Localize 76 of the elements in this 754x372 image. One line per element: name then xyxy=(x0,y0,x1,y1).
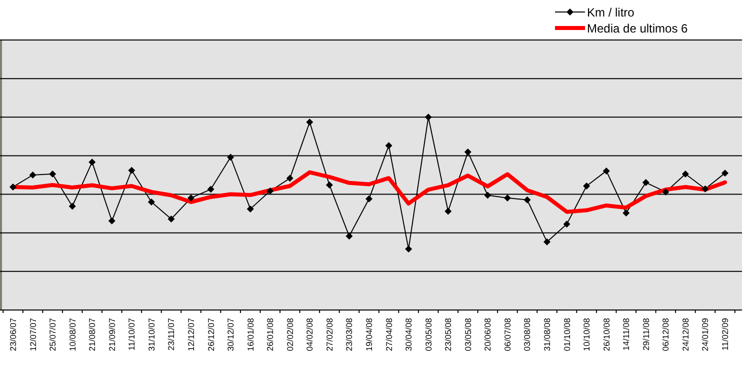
x-tick-label: 16/01/08 xyxy=(245,318,256,352)
x-tick-label: 26/10/08 xyxy=(601,318,612,352)
point xyxy=(68,202,76,210)
point xyxy=(622,209,630,216)
x-tick-label: 01/10/08 xyxy=(562,318,572,352)
x-tick-label: 03/05/08 xyxy=(423,318,434,352)
x-tick-label: 27/02/08 xyxy=(324,318,334,352)
legend-label: Media de ultimos 6 xyxy=(587,22,688,36)
x-tick-label: 02/02/08 xyxy=(284,318,295,352)
point xyxy=(306,118,314,126)
point xyxy=(504,194,511,202)
point xyxy=(148,198,155,206)
point xyxy=(207,186,214,193)
point xyxy=(366,195,372,202)
x-tick-label: 25/07/07 xyxy=(48,318,58,352)
x-tick-label: 06/12/08 xyxy=(660,318,671,352)
x-tick-label: 04/02/08 xyxy=(304,318,315,352)
point xyxy=(444,208,452,215)
point xyxy=(405,246,412,253)
point xyxy=(662,188,670,196)
x-tick-label: 21/09/07 xyxy=(106,318,117,352)
point xyxy=(424,114,432,121)
point xyxy=(168,215,175,222)
x-tick-label: 03/05/08 xyxy=(462,318,473,352)
x-tick-label: 30/12/07 xyxy=(226,318,236,352)
point xyxy=(484,192,492,199)
x-tick-label: 26/12/07 xyxy=(206,318,216,352)
point xyxy=(286,174,294,182)
legend-label: Km / litro xyxy=(587,6,635,20)
x-tick-label: 06/07/08 xyxy=(502,318,512,352)
point xyxy=(346,232,353,240)
point xyxy=(326,182,333,189)
point xyxy=(227,154,234,161)
x-tick-label: 30/04/08 xyxy=(404,318,414,352)
x-tick-label: 31/08/08 xyxy=(542,318,552,352)
x-tick-label: 03/08/08 xyxy=(522,318,532,352)
x-tick-label: 12/07/07 xyxy=(28,318,38,352)
x-tick-label: 23/03/08 xyxy=(344,318,354,352)
x-tick-label: 26/01/08 xyxy=(265,318,276,352)
point xyxy=(246,205,254,212)
x-tick-label: 31/10/07 xyxy=(146,318,156,352)
point xyxy=(29,172,36,178)
point xyxy=(563,220,570,228)
point xyxy=(642,179,650,186)
x-tick-label: 23/05/08 xyxy=(443,318,454,352)
point xyxy=(10,183,16,190)
x-tick-label: 24/12/08 xyxy=(680,318,690,352)
x-tick-label: 11/10/07 xyxy=(126,318,137,350)
x-tick-label: 23/06/07 xyxy=(8,318,18,352)
point xyxy=(49,170,56,178)
point xyxy=(88,158,96,166)
x-tick-label: 27/04/08 xyxy=(384,318,394,352)
point xyxy=(385,142,392,150)
point xyxy=(682,170,689,178)
x-tick-label: 10/10/08 xyxy=(582,318,592,352)
x-tick-label: 21/08/07 xyxy=(87,318,98,352)
x-tick-label: 20/06/08 xyxy=(482,318,493,352)
x-tick-label: 14/11/08 xyxy=(621,318,632,350)
point xyxy=(544,238,550,246)
point xyxy=(602,167,610,174)
x-tick-label: 19/04/08 xyxy=(364,318,374,352)
x-tick-label: 12/12/07 xyxy=(186,318,196,352)
point xyxy=(702,185,709,192)
point xyxy=(128,166,136,174)
point xyxy=(722,170,728,177)
x-tick-label: 24/01/09 xyxy=(700,318,710,352)
x-tick-label: 11/02/09 xyxy=(720,318,730,350)
point xyxy=(524,196,531,204)
point xyxy=(188,194,194,202)
point xyxy=(583,182,590,190)
x-tick-label: 23/11/07 xyxy=(166,318,176,350)
point xyxy=(266,188,274,195)
point xyxy=(108,217,116,224)
point xyxy=(464,148,472,156)
x-tick-label: 10/08/07 xyxy=(67,318,78,352)
x-tick-label: 29/11/08 xyxy=(640,318,651,350)
